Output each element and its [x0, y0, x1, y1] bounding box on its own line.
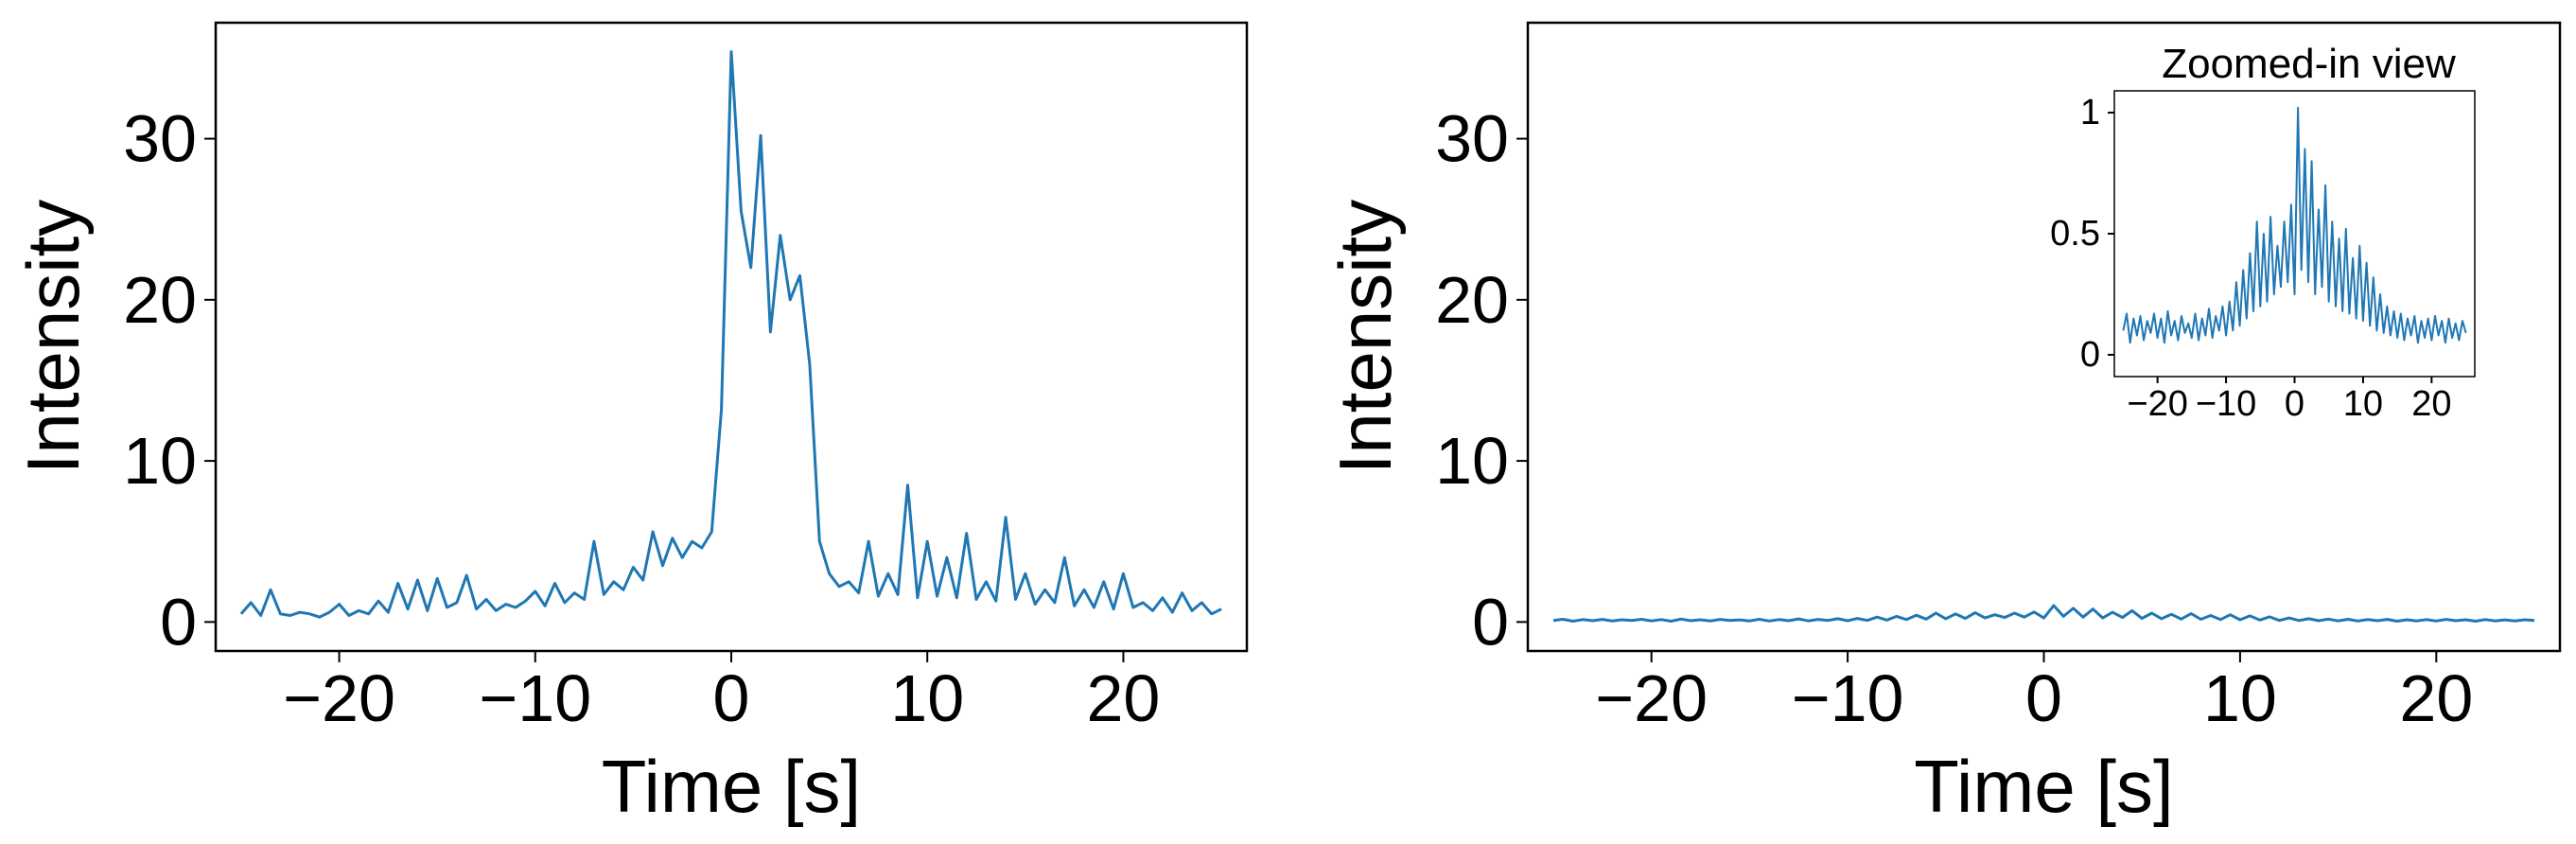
- x-tick-label: 0: [713, 661, 750, 735]
- y-tick-label: 30: [1435, 102, 1509, 176]
- plot-lines: [239, 50, 1222, 619]
- y-axis-label: Intensity: [11, 200, 95, 474]
- y-axis-label: Intensity: [1323, 200, 1407, 474]
- y-tick-label: 30: [123, 102, 197, 176]
- data-line: [239, 50, 1222, 619]
- plot-area: [216, 23, 1247, 651]
- y-tick-label: 0.5: [2050, 214, 2100, 254]
- x-tick-label: −10: [479, 661, 591, 735]
- y-tick-label: 20: [1435, 263, 1509, 337]
- inset-title: Zoomed-in view: [2162, 41, 2456, 87]
- x-tick-label: 0: [2025, 661, 2062, 735]
- y-tick-label: 20: [123, 263, 197, 337]
- plot-lines: [2122, 106, 2467, 344]
- x-tick-label: −20: [283, 661, 395, 735]
- chart: −20 −10 0 10 20 0 10 20 30 Time [s] Intensity: [11, 21, 1249, 828]
- x-tick-label: −10: [2196, 384, 2256, 424]
- plot-lines: [1552, 604, 2535, 623]
- x-axis-label: Time [s]: [1914, 745, 2173, 828]
- x-tick-label: 20: [2399, 661, 2473, 735]
- x-tick-label: 10: [890, 661, 964, 735]
- data-line: [2122, 106, 2467, 344]
- y-tick-label: 0: [160, 585, 197, 659]
- x-tick-label: −20: [1595, 661, 1708, 735]
- x-tick-label: 10: [2203, 661, 2277, 735]
- x-tick-label: 20: [1087, 661, 1161, 735]
- inset-chart: −20 −10 0 10 20 0 0.5 1 Zoomed-in view: [2050, 41, 2476, 424]
- y-tick-label: 0: [2080, 335, 2100, 375]
- y-tick-label: 10: [1435, 424, 1509, 498]
- plot-area: [2114, 91, 2475, 377]
- x-tick-label: −10: [1792, 661, 1904, 735]
- x-tick-label: −20: [2127, 384, 2187, 424]
- x-tick-label: 0: [2285, 384, 2304, 424]
- y-tick-label: 10: [123, 424, 197, 498]
- y-tick-label: 0: [1472, 585, 1509, 659]
- x-axis-label: Time [s]: [602, 745, 861, 828]
- data-line: [1552, 604, 2535, 623]
- x-tick-label: 20: [2411, 384, 2451, 424]
- y-tick-label: 1: [2080, 93, 2100, 132]
- x-tick-label: 10: [2343, 384, 2383, 424]
